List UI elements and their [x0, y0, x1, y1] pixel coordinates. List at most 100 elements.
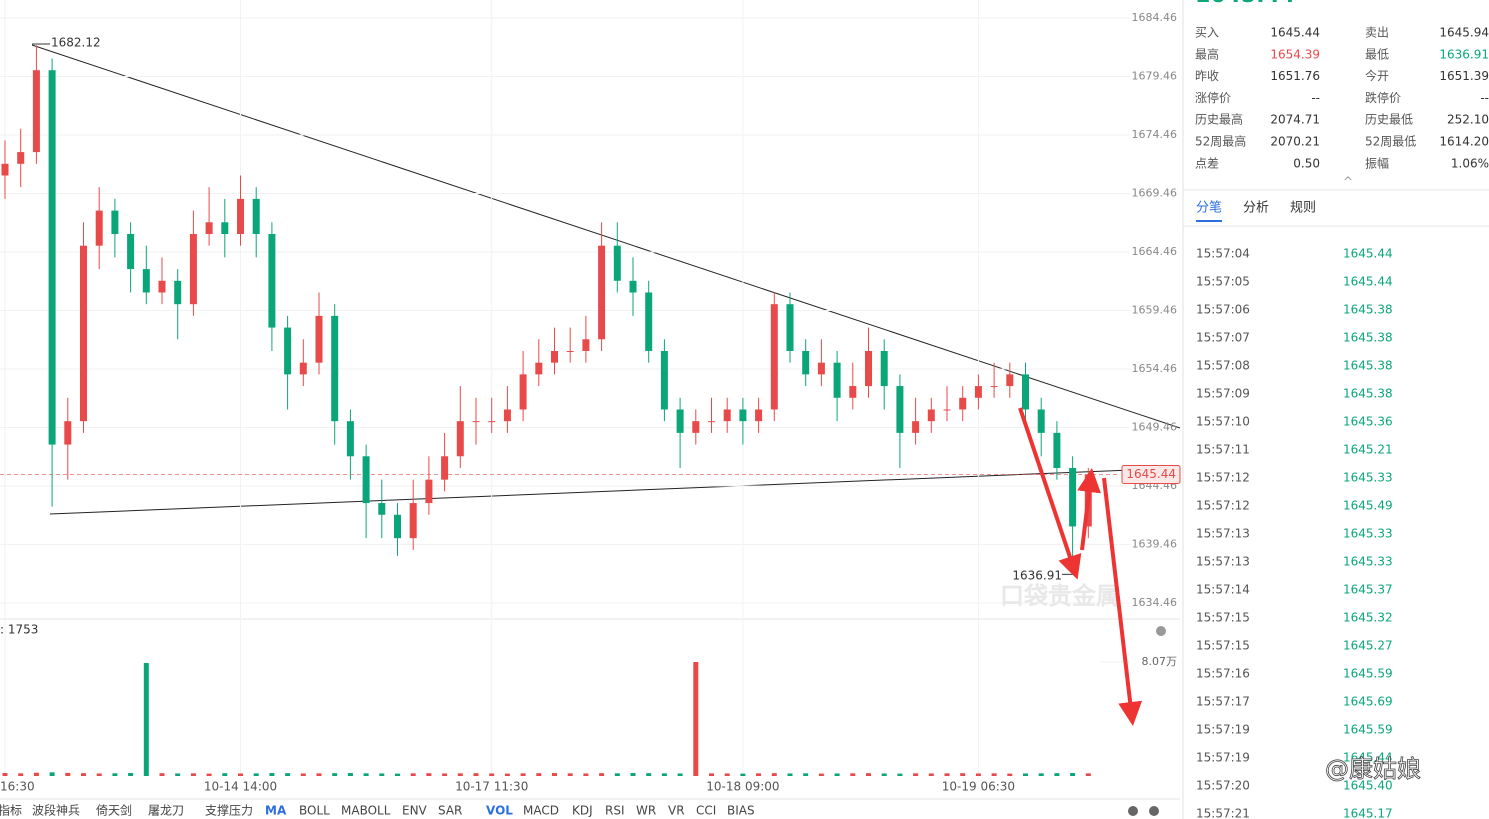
- tick-time: 15:57:19: [1196, 751, 1250, 765]
- indicator-button[interactable]: 指标: [0, 803, 22, 818]
- tick-price: 1645.44: [1343, 275, 1393, 289]
- trend-line-upper: [31, 44, 1181, 429]
- volume-bar: [33, 772, 39, 776]
- tab[interactable]: 分笔: [1196, 200, 1222, 216]
- add-icon[interactable]: [1128, 806, 1138, 816]
- indicator-button[interactable]: ENV: [402, 804, 428, 818]
- y-tick-label: 1664.46: [1132, 245, 1178, 258]
- tick-time: 15:57:13: [1196, 527, 1250, 541]
- indicator-button[interactable]: BIAS: [727, 804, 755, 818]
- volume-bar: [410, 773, 416, 776]
- indicator-button[interactable]: RSI: [605, 804, 625, 818]
- indicator-button[interactable]: SAR: [438, 804, 462, 818]
- tab[interactable]: 规则: [1290, 201, 1316, 216]
- settings-icon[interactable]: [1149, 806, 1159, 816]
- candle-body: [315, 315, 323, 363]
- volume-bar: [128, 773, 134, 776]
- indicator-button[interactable]: CCI: [696, 804, 716, 818]
- indicator-button[interactable]: 波段神兵: [32, 803, 80, 818]
- tick-time: 15:57:15: [1196, 611, 1250, 625]
- indicator-button[interactable]: VOL: [486, 804, 513, 818]
- tick-time: 15:57:15: [1196, 639, 1250, 653]
- candle-body: [409, 503, 417, 539]
- candle-body: [48, 70, 56, 445]
- quote-label: 振幅: [1365, 155, 1389, 170]
- tick-time: 15:57:12: [1196, 471, 1250, 485]
- candle-body: [1069, 467, 1077, 527]
- candle-body: [912, 421, 920, 433]
- candle-body: [1006, 374, 1014, 387]
- candle-body: [32, 70, 40, 153]
- volume-bar: [504, 773, 510, 776]
- candle-body: [629, 280, 637, 293]
- candle-body: [237, 198, 244, 234]
- y-tick-label: 1649.46: [1132, 420, 1178, 433]
- indicator-button[interactable]: MABOLL: [341, 804, 391, 818]
- volume-bar: [630, 773, 636, 776]
- tab[interactable]: 分析: [1243, 201, 1269, 216]
- candle-body: [1037, 409, 1045, 433]
- candle-body: [613, 245, 621, 281]
- volume-bar: [159, 773, 165, 776]
- volume-bar: [143, 662, 149, 776]
- close-icon[interactable]: [1156, 626, 1166, 636]
- quote-value: 252.10: [1447, 113, 1489, 127]
- candle-body: [127, 233, 135, 270]
- indicator-button[interactable]: 支撑压力: [205, 803, 253, 818]
- chart-watermark: 口袋贵金属: [1000, 582, 1120, 610]
- indicator-button[interactable]: 倚天剑: [96, 803, 132, 818]
- candle-body: [770, 304, 778, 410]
- tick-time: 15:57:13: [1196, 555, 1250, 569]
- y-tick-label: 1659.46: [1132, 303, 1178, 316]
- candle-body: [582, 339, 590, 351]
- volume-bar: [756, 773, 762, 776]
- volume-bar: [2, 773, 8, 776]
- candle-body: [111, 210, 119, 234]
- quote-label: 卖出: [1365, 26, 1389, 40]
- volume-bar: [1023, 773, 1028, 776]
- indicator-button[interactable]: KDJ: [572, 804, 593, 818]
- candle-body: [252, 198, 260, 234]
- candle-body: [346, 421, 354, 457]
- x-tick-label: 10-17 11:30: [455, 780, 528, 794]
- indicator-button[interactable]: MACD: [523, 804, 559, 818]
- candle-body: [1, 163, 9, 176]
- volume-bar: [347, 773, 353, 776]
- volume-bar: [332, 773, 338, 776]
- candle-body: [974, 386, 982, 398]
- low-label: 1636.91: [1012, 569, 1062, 583]
- candle-body: [755, 409, 763, 422]
- candle-body: [425, 479, 433, 504]
- volume-bar: [363, 773, 369, 776]
- volume-bar: [991, 773, 997, 776]
- indicator-button[interactable]: 屠龙刀: [148, 804, 184, 818]
- collapse-icon[interactable]: ^: [1343, 175, 1353, 189]
- volume-bar: [661, 773, 667, 776]
- volume-bar: [175, 773, 181, 776]
- indicator-button[interactable]: VR: [668, 804, 685, 818]
- volume-bar: [913, 773, 919, 776]
- tick-price: 1645.44: [1343, 751, 1393, 765]
- volume-bar: [1085, 773, 1091, 776]
- tick-time: 15:57:04: [1196, 247, 1250, 261]
- tick-price: 1645.38: [1343, 331, 1393, 345]
- volume-bar: [599, 773, 605, 776]
- indicator-button[interactable]: BOLL: [299, 804, 330, 818]
- y-tick-label: 1654.46: [1132, 362, 1178, 375]
- volume-bar: [552, 773, 557, 776]
- volume-bar: [253, 773, 259, 776]
- volume-bar: [614, 773, 620, 776]
- indicator-button[interactable]: WR: [636, 804, 656, 818]
- tick-time: 15:57:17: [1196, 695, 1250, 709]
- quote-label: 点差: [1195, 156, 1219, 170]
- indicator-button[interactable]: MA: [265, 804, 287, 818]
- quote-value: 1636.91: [1439, 47, 1489, 61]
- candle-body: [817, 362, 825, 375]
- candle-body: [943, 409, 951, 411]
- volume-bar: [960, 773, 966, 776]
- tick-time: 15:57:19: [1196, 723, 1250, 737]
- candle-body: [80, 245, 87, 422]
- volume-bar: [583, 773, 589, 776]
- quote-label: 历史最高: [1195, 112, 1243, 127]
